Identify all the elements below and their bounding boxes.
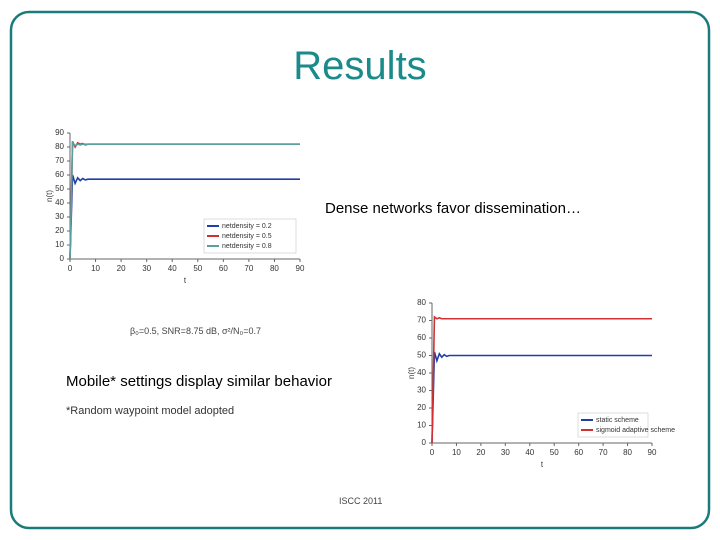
y-tick-label: 10: [55, 240, 64, 249]
x-tick-label: 60: [219, 264, 228, 273]
x-tick-label: 90: [648, 448, 657, 457]
y-axis-label: n(t): [45, 190, 54, 202]
slide-title: Results: [293, 44, 427, 88]
y-tick-label: 70: [417, 316, 426, 325]
series-line: [69, 174, 300, 260]
y-tick-label: 40: [417, 368, 426, 377]
y-tick-label: 30: [55, 212, 64, 221]
y-tick-label: 0: [422, 438, 427, 447]
x-tick-label: 40: [168, 264, 177, 273]
y-tick-label: 0: [60, 254, 65, 263]
x-tick-label: 70: [244, 264, 253, 273]
legend-box: [577, 412, 649, 438]
y-tick-label: 60: [55, 170, 64, 179]
caption: Dense networks favor dissemination…: [325, 200, 581, 217]
y-tick-label: 20: [417, 403, 426, 412]
caption: *Random waypoint model adopted: [66, 405, 235, 417]
legend-label: sigmoid adaptive scheme: [596, 427, 675, 434]
legend-label: netdensity = 0.8: [222, 243, 272, 250]
x-tick-label: 0: [68, 264, 73, 273]
x-tick-label: 70: [599, 448, 608, 457]
x-tick-label: 40: [525, 448, 534, 457]
x-tick-label: 50: [550, 448, 559, 457]
legend-label: netdensity = 0.5: [222, 233, 272, 240]
x-tick-label: 10: [452, 448, 461, 457]
y-tick-label: 80: [55, 142, 64, 151]
y-tick-label: 10: [417, 421, 426, 430]
y-tick-label: 70: [55, 156, 64, 165]
caption: β₀=0.5, SNR=8.75 dB, σ²/N₀=0.7: [130, 326, 262, 336]
y-tick-label: 20: [55, 226, 64, 235]
caption: Mobile* settings display similar behavio…: [66, 373, 332, 390]
y-tick-label: 50: [417, 351, 426, 360]
y-axis-label: n(t): [407, 367, 416, 379]
y-tick-label: 60: [417, 333, 426, 342]
x-tick-label: 20: [117, 264, 126, 273]
x-tick-label: 90: [296, 264, 305, 273]
x-tick-label: 20: [476, 448, 485, 457]
x-axis-label: t: [184, 276, 187, 285]
footer: ISCC 2011: [339, 496, 383, 506]
x-tick-label: 30: [501, 448, 510, 457]
legend-label: static scheme: [596, 417, 639, 424]
x-tick-label: 50: [193, 264, 202, 273]
series-line: [431, 351, 652, 444]
y-tick-label: 80: [417, 298, 426, 307]
legend-box: [203, 218, 297, 254]
x-tick-label: 10: [91, 264, 100, 273]
legend-label: netdensity = 0.2: [222, 223, 272, 230]
x-tick-label: 30: [142, 264, 151, 273]
series-line: [69, 140, 300, 260]
slide-border: [9, 10, 711, 530]
y-tick-label: 50: [55, 184, 64, 193]
y-tick-label: 90: [55, 128, 64, 137]
x-tick-label: 80: [270, 264, 279, 273]
x-tick-label: 60: [574, 448, 583, 457]
x-tick-label: 80: [623, 448, 632, 457]
y-tick-label: 30: [417, 386, 426, 395]
series-line: [431, 315, 652, 444]
x-axis-label: t: [541, 460, 544, 469]
y-tick-label: 40: [55, 198, 64, 207]
x-tick-label: 0: [430, 448, 435, 457]
